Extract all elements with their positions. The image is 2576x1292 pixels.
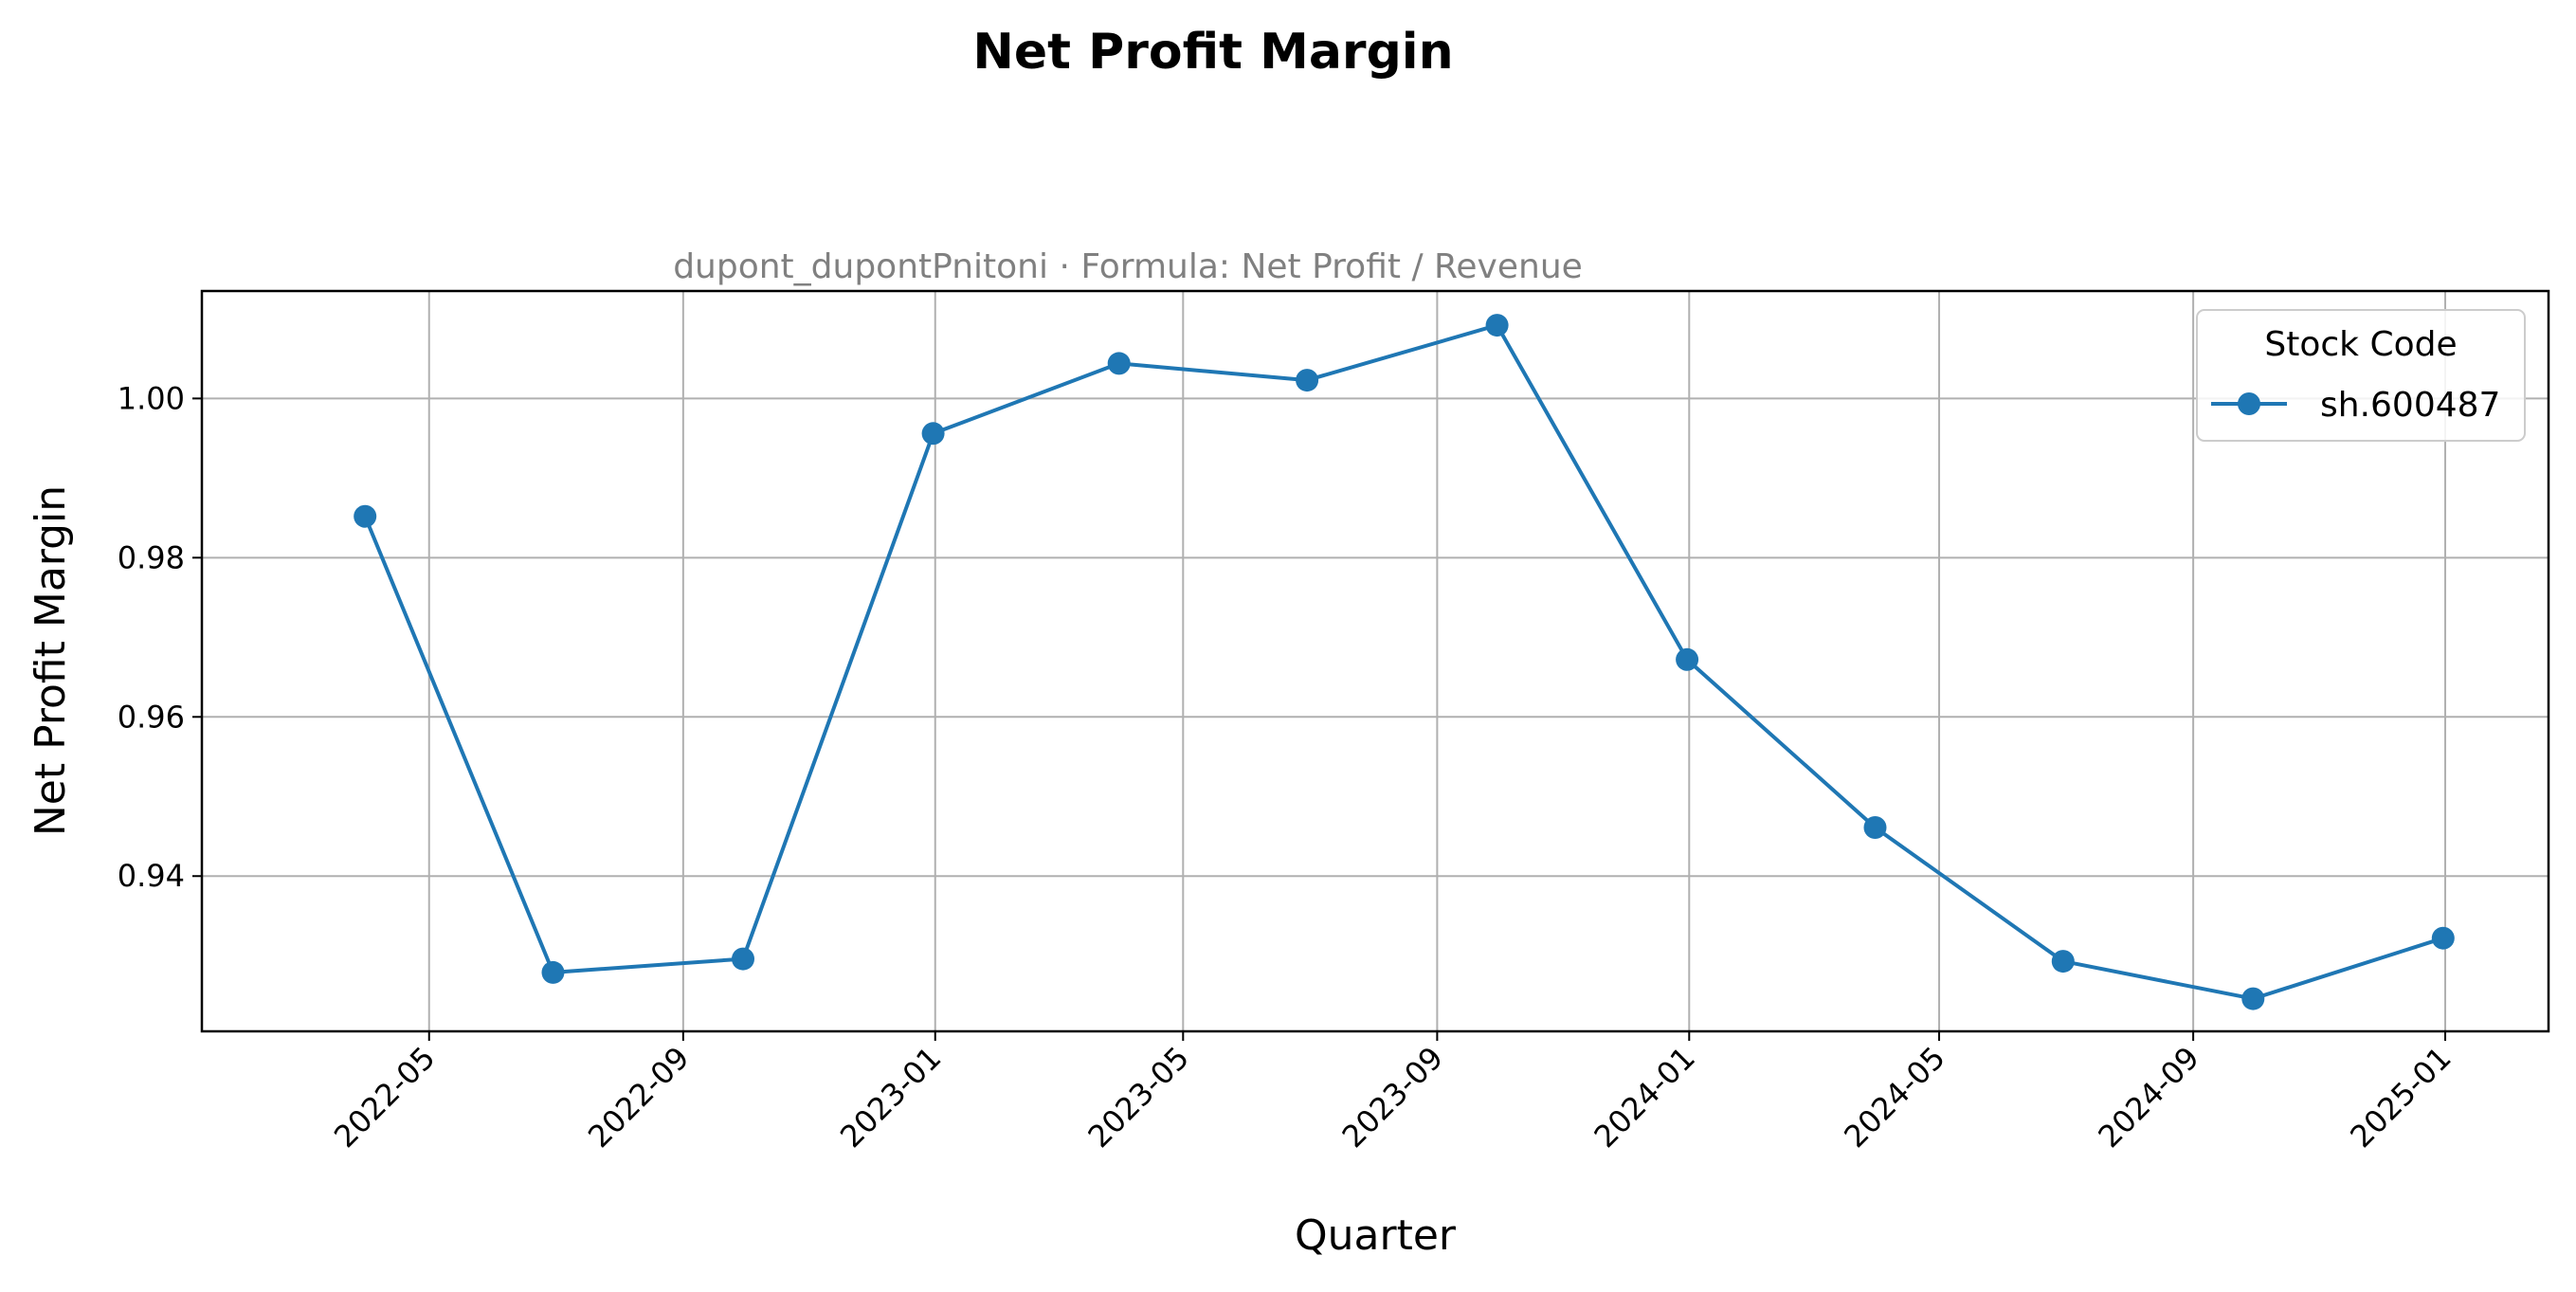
data-point [1863, 816, 1887, 839]
y-axis-label: Net Profit Margin [27, 485, 75, 836]
x-tick-label: 2025-01 [2343, 1040, 2458, 1155]
legend-title: Stock Code [2264, 325, 2457, 364]
x-axis-label: Quarter [1295, 1211, 1457, 1260]
plot-area-frame [200, 289, 2550, 1033]
x-tick-label: 2022-09 [581, 1040, 696, 1155]
y-tick-label: 0.96 [118, 699, 185, 735]
y-tick-label: 0.98 [118, 539, 185, 575]
x-tick-label: 2024-09 [2091, 1040, 2205, 1155]
x-tick-label: 2022-05 [327, 1040, 442, 1155]
legend: Stock Code sh.600487 [2196, 309, 2526, 442]
data-point [921, 422, 945, 446]
series-lines [363, 323, 2444, 1001]
data-point [732, 947, 754, 971]
data-point [2051, 950, 2075, 974]
data-point [1676, 647, 1699, 671]
data-point [541, 960, 565, 984]
x-tick-label: 2023-01 [833, 1040, 948, 1155]
legend-entry-label: sh.600487 [2320, 386, 2500, 425]
data-point [1485, 314, 1509, 337]
x-tick-label: 2023-09 [1335, 1040, 1450, 1155]
data-point [2431, 926, 2455, 950]
y-tick-label: 1.00 [118, 380, 185, 416]
y-tick-label: 0.94 [118, 858, 185, 894]
legend-box [2196, 309, 2526, 442]
x-tick-label: 2024-05 [1837, 1040, 1951, 1155]
chart-subtitle: dupont_dupontPnitoni · Formula: Net Prof… [673, 247, 1583, 286]
series-line [363, 323, 2444, 1001]
chart-title: Net Profit Margin [972, 24, 1453, 81]
x-tick-label: 2023-05 [1081, 1040, 1196, 1155]
data-point [1296, 369, 1319, 392]
x-axis-ticks: 2022-05 2022-09 2023-01 2023-05 2023-09 2024-… [327, 1031, 2458, 1155]
data-point [2241, 987, 2265, 1010]
x-tick-label: 2024-01 [1587, 1040, 1702, 1155]
legend-point-marker [2238, 392, 2260, 415]
grid [202, 291, 2549, 1031]
y-axis-ticks: 0.94 0.96 0.98 1.00 [118, 380, 202, 894]
series-points [354, 314, 2455, 1010]
data-point [354, 504, 377, 528]
data-point [1107, 352, 1131, 375]
